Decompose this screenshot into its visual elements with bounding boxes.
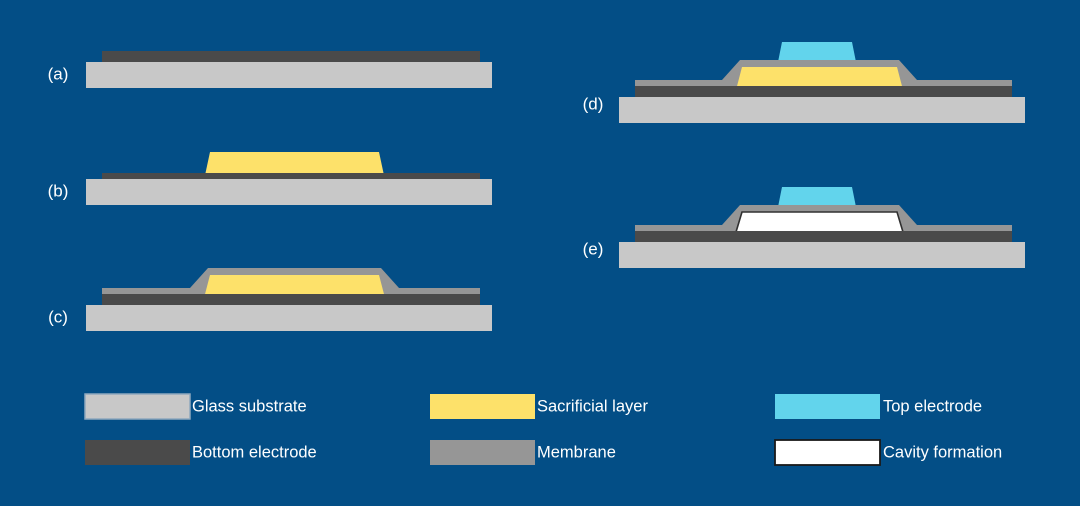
panel-d-bottom-electrode (635, 86, 1012, 97)
panel-e-cavity-formation (734, 211, 905, 233)
legend-label-sacrificial-layer: Sacrificial layer (537, 397, 648, 415)
panel-b-bottom-electrode (102, 173, 480, 184)
panel-c-label: (c) (48, 307, 68, 326)
legend-item-glass-substrate: Glass substrate (84, 393, 307, 420)
panel-c-bottom-electrode (102, 294, 480, 305)
legend-swatch-bottom-electrode (85, 440, 190, 465)
panel-d-glass-substrate (619, 97, 1025, 123)
panel-b-label: (b) (48, 181, 69, 200)
legend-column-2: Sacrificial layer Membrane (430, 394, 648, 465)
panel-b-glass-substrate (86, 179, 492, 205)
panel-c-glass-substrate (86, 305, 492, 331)
legend-label-membrane: Membrane (537, 443, 616, 461)
panel-e-label: (e) (583, 239, 604, 258)
panel-d-label: (d) (583, 94, 604, 113)
panel-e-bottom-electrode (635, 231, 1012, 242)
legend: Glass substrate Bottom electrode Sacrifi… (84, 393, 1002, 466)
legend-column-3: Top electrode Cavity formation (774, 394, 1002, 466)
panel-d-top-electrode (778, 42, 856, 62)
legend-swatch-glass-substrate (84, 393, 191, 420)
panel-a-glass-substrate (86, 62, 492, 88)
legend-swatch-cavity-formation (774, 439, 881, 466)
legend-item-cavity-formation: Cavity formation (774, 439, 1002, 466)
panel-b: (b) (48, 152, 492, 205)
panel-e: (e) (583, 187, 1025, 268)
legend-swatch-membrane (430, 440, 535, 465)
panel-e-top-electrode (778, 187, 856, 207)
panel-a: (a) (48, 51, 492, 88)
legend-item-top-electrode: Top electrode (775, 394, 982, 419)
panel-c-sacrificial-layer (204, 275, 385, 298)
legend-label-top-electrode: Top electrode (883, 397, 982, 415)
panel-d: (d) (583, 42, 1025, 123)
legend-swatch-top-electrode (775, 394, 880, 419)
legend-item-bottom-electrode: Bottom electrode (85, 440, 317, 465)
legend-label-cavity-formation: Cavity formation (883, 443, 1002, 461)
legend-column-1: Glass substrate Bottom electrode (84, 393, 317, 465)
legend-item-sacrificial-layer: Sacrificial layer (430, 394, 648, 419)
panel-d-sacrificial-layer (736, 67, 903, 90)
legend-item-membrane: Membrane (430, 440, 616, 465)
legend-label-bottom-electrode: Bottom electrode (192, 443, 317, 461)
panel-a-bottom-electrode (102, 51, 480, 62)
legend-label-glass-substrate: Glass substrate (192, 397, 307, 415)
panel-c: (c) (48, 268, 492, 331)
legend-swatch-sacrificial-layer (430, 394, 535, 419)
panel-a-label: (a) (48, 64, 69, 83)
panel-e-glass-substrate (619, 242, 1025, 268)
